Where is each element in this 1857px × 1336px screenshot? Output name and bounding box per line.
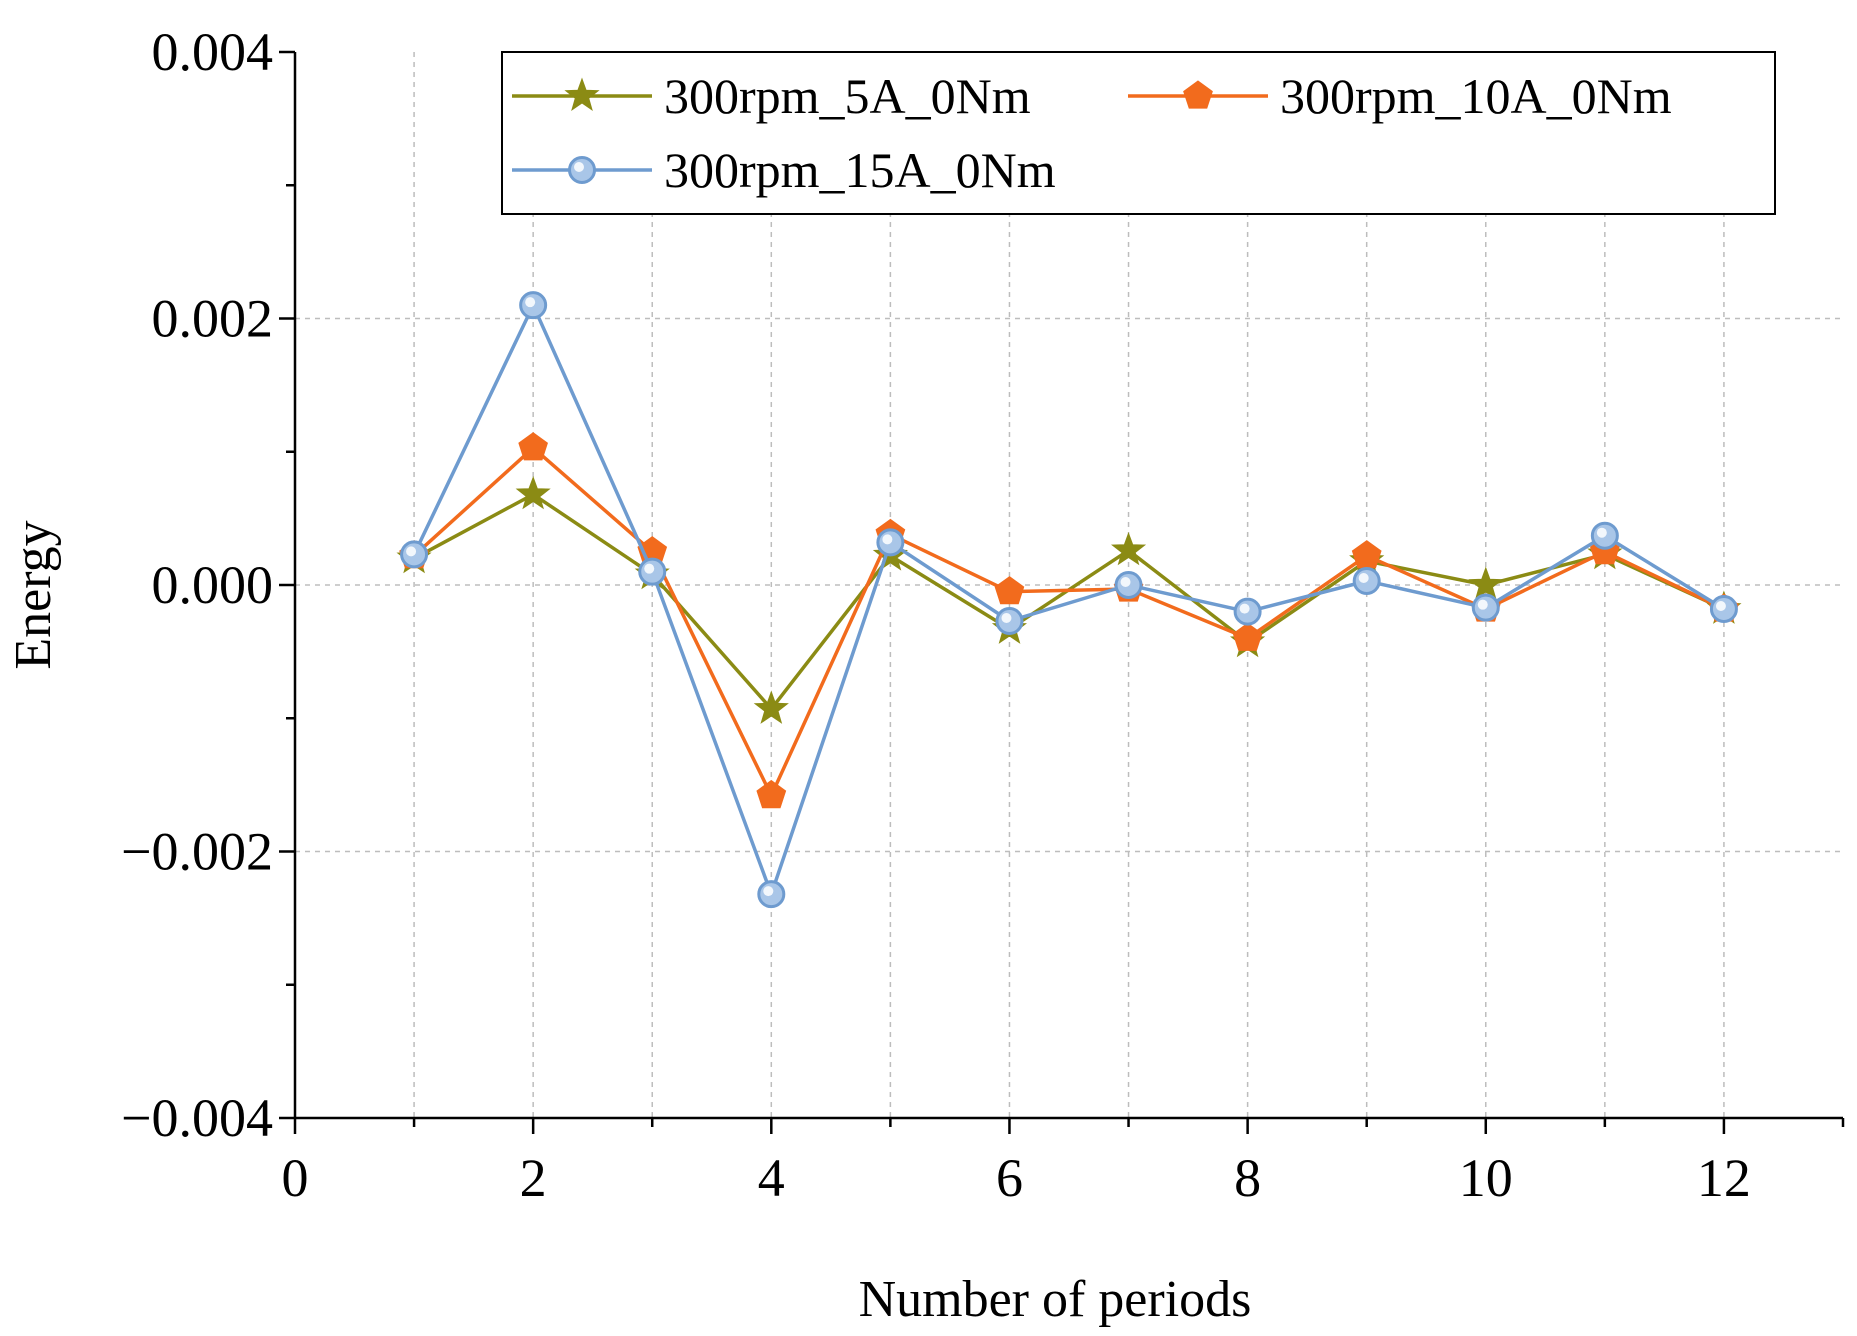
data-point	[638, 557, 667, 586]
legend-item-1: 300rpm_5A_0Nm	[512, 68, 1031, 124]
legend-marker	[1183, 80, 1213, 109]
marker-highlight	[525, 297, 536, 308]
y-axis-title: Energy	[5, 520, 62, 669]
legend-marker	[568, 156, 596, 184]
legend-marker	[564, 77, 600, 111]
legend: 300rpm_5A_0Nm 300rpm_10A_0Nm 300rpm_15A_0N…	[501, 51, 1776, 215]
legend-label: 300rpm_10A_0Nm	[1280, 68, 1672, 124]
marker-highlight	[1120, 577, 1131, 587]
marker-highlight	[406, 546, 417, 557]
series-line	[412, 446, 1725, 798]
x-tick-label: 0	[282, 1148, 309, 1208]
series-3	[400, 291, 1738, 909]
marker-highlight	[1596, 527, 1607, 538]
data-point	[753, 690, 789, 724]
series-1	[396, 475, 1742, 724]
marker-highlight	[574, 162, 584, 172]
ticks: 0 2 4 6 8 10 12 −0.004 −0.002 0.000 0.002 0.004	[121, 22, 1845, 1208]
y-tick-label: 0.000	[152, 555, 274, 615]
marker-highlight	[882, 534, 893, 545]
data-point	[994, 576, 1025, 605]
x-tick-label: 6	[996, 1148, 1023, 1208]
legend-label: 300rpm_15A_0Nm	[664, 142, 1056, 198]
marker-highlight	[1239, 603, 1250, 614]
marker-highlight	[763, 886, 774, 897]
legend-label: 300rpm_5A_0Nm	[664, 68, 1031, 124]
x-tick-label: 12	[1697, 1148, 1751, 1208]
legend-item-3: 300rpm_15A_0Nm	[512, 142, 1056, 198]
y-tick-label: 0.004	[152, 22, 274, 82]
data-point	[1232, 622, 1263, 651]
data-point	[518, 432, 548, 461]
x-tick-label: 8	[1234, 1148, 1261, 1208]
data-point	[876, 528, 905, 557]
data-point	[515, 475, 551, 510]
series-line	[412, 303, 1725, 896]
data-point	[1351, 540, 1382, 569]
data-point	[1111, 531, 1147, 566]
marker-highlight	[644, 563, 655, 574]
x-tick-label: 4	[758, 1148, 785, 1208]
data-point	[1709, 594, 1738, 623]
data-point	[1468, 566, 1504, 600]
data-point	[995, 606, 1024, 635]
data-point	[1471, 593, 1500, 622]
data-point	[400, 540, 429, 569]
y-tick-label: −0.002	[121, 822, 273, 882]
data-point	[757, 880, 786, 909]
data-point	[756, 779, 787, 809]
x-axis-title: Number of periods	[859, 1271, 1252, 1328]
x-tick-label: 2	[520, 1148, 547, 1208]
data-point	[1590, 521, 1619, 550]
legend-item-2: 300rpm_10A_0Nm	[1128, 68, 1672, 124]
data-point	[1114, 571, 1143, 599]
data-point	[1352, 567, 1381, 596]
marker-highlight	[1358, 573, 1369, 584]
series-layer	[396, 291, 1742, 909]
marker-highlight	[1477, 599, 1488, 610]
y-tick-label: −0.004	[121, 1088, 273, 1148]
series-2	[399, 432, 1739, 809]
legend-box	[501, 51, 1776, 215]
marker-highlight	[1715, 600, 1726, 611]
x-tick-label: 10	[1459, 1148, 1513, 1208]
marker-highlight	[1001, 612, 1012, 623]
data-point	[519, 291, 548, 320]
data-point	[1233, 597, 1262, 626]
y-tick-label: 0.002	[152, 289, 274, 349]
